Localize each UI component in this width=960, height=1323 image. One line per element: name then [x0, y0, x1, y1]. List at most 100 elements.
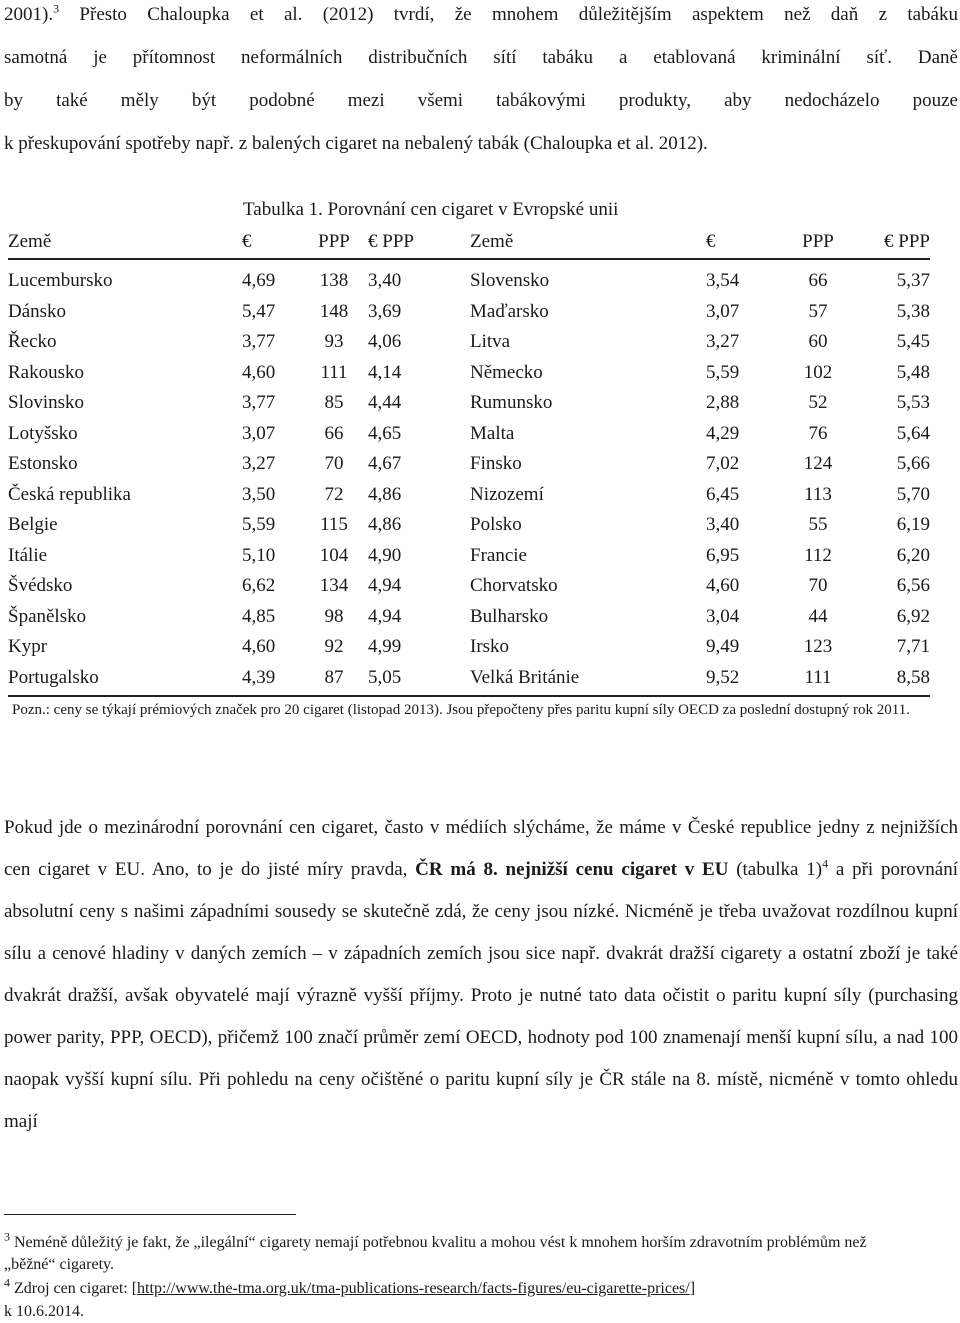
- cell-eur-ppp: 5,45: [896, 331, 930, 353]
- cell-eur: 3,54: [706, 270, 740, 292]
- cell-ppp: 113: [804, 483, 832, 505]
- cell-eur: 2,88: [706, 392, 740, 414]
- cell-ppp: 123: [803, 636, 833, 658]
- footnote-text: Neméně důležitý je fakt, že „ilegální“ c…: [4, 1234, 867, 1273]
- cell-eur: 9,52: [706, 662, 786, 697]
- cell-country: Rakousko: [8, 361, 84, 383]
- cell-ppp: 148: [319, 300, 349, 322]
- cell-eur: 7,02: [706, 453, 740, 475]
- footnote-divider: [4, 1214, 296, 1215]
- cell-eur: 3,07: [706, 300, 740, 322]
- cell-country: Velká Británie: [470, 662, 706, 697]
- cell-eur: 5,47: [242, 300, 276, 322]
- cell-eur-ppp: 7,71: [896, 636, 930, 658]
- cell-eur-ppp: 5,53: [896, 392, 930, 414]
- cell-country: Irsko: [470, 636, 510, 658]
- cell-eur-ppp: 4,94: [368, 605, 402, 627]
- cell-eur-ppp: 5,05: [368, 662, 470, 697]
- table-row: Španělsko 4,85 98 4,94 Bulharsko 3,04 44 6,92: [8, 602, 930, 633]
- cell-country: Portugalsko: [8, 662, 242, 697]
- cell-eur: 4,29: [706, 422, 740, 444]
- cell-country: Lucembursko: [8, 270, 113, 292]
- cell-eur-ppp: 4,14: [368, 361, 402, 383]
- cell-eur: 6,95: [706, 544, 740, 566]
- cell-country: Itálie: [8, 544, 48, 566]
- cell-ppp: 138: [319, 270, 349, 292]
- header-ppp: PPP: [786, 226, 850, 260]
- header-eur: €: [706, 226, 786, 260]
- table-row: Švédsko 6,62 134 4,94 Chorvatsko 4,60 70 6,56: [8, 571, 930, 602]
- cell-country: Švédsko: [8, 575, 73, 597]
- cell-eur: 3,50: [242, 483, 276, 505]
- cell-eur: 4,60: [242, 361, 276, 383]
- cell-country: Bulharsko: [470, 605, 549, 627]
- cell-eur-ppp: 5,48: [896, 361, 930, 383]
- table-header-row: Země € PPP € PPP Země € PPP € PPP: [8, 226, 930, 260]
- cell-country: Německo: [470, 361, 543, 383]
- cell-eur-ppp: 8,58: [850, 662, 930, 697]
- cell-country: Rumunsko: [470, 392, 553, 414]
- cell-eur: 3,27: [706, 331, 740, 353]
- footnote-ref-4[interactable]: 4: [822, 856, 829, 871]
- cell-eur: 5,10: [242, 544, 276, 566]
- cell-ppp: 76: [808, 422, 828, 444]
- cell-ppp: 57: [808, 300, 828, 322]
- cell-country: Řecko: [8, 331, 57, 353]
- cell-country: Malta: [470, 422, 515, 444]
- cell-country: Chorvatsko: [470, 575, 558, 597]
- intro-text: 2001).: [4, 4, 54, 25]
- body-text: a při porovnání absolutní ceny s našimi …: [4, 859, 959, 1132]
- cell-eur-ppp: 4,86: [368, 514, 402, 536]
- cell-eur: 5,59: [706, 361, 740, 383]
- cell-eur: 3,27: [242, 453, 276, 475]
- cell-eur: 5,59: [242, 514, 276, 536]
- cell-ppp: 85: [324, 392, 344, 414]
- cell-eur: 9,49: [706, 636, 740, 658]
- cell-ppp: 104: [319, 544, 349, 566]
- cell-eur-ppp: 4,86: [368, 483, 402, 505]
- cell-ppp: 112: [804, 544, 832, 566]
- table-row: Belgie 5,59 115 4,86 Polsko 3,40 55 6,19: [8, 510, 930, 541]
- intro-line-3: by také měly být podobné mezi všemi tabá…: [4, 90, 958, 111]
- cell-ppp: 44: [808, 605, 828, 627]
- intro-text: Přesto Chaloupka et al. (2012) tvrdí, že…: [59, 4, 958, 25]
- cell-eur: 3,07: [242, 422, 276, 444]
- table-caption: Tabulka 1. Porovnání cen cigaret v Evrop…: [243, 199, 619, 220]
- cell-country: Litva: [470, 331, 511, 353]
- cell-eur-ppp: 6,56: [896, 575, 930, 597]
- table-row: Kypr 4,60 92 4,99 Irsko 9,49 123 7,71: [8, 632, 930, 663]
- cell-country: Polsko: [470, 514, 522, 536]
- cell-country: Estonsko: [8, 453, 78, 475]
- table-row: Itálie 5,10 104 4,90 Francie 6,95 112 6,20: [8, 541, 930, 572]
- cell-ppp: 93: [324, 331, 344, 353]
- cigarette-price-table: Země € PPP € PPP Země € PPP € PPP Lucemb…: [8, 226, 930, 697]
- footnote-number: 4: [4, 1275, 10, 1290]
- cell-eur-ppp: 5,66: [896, 453, 930, 475]
- cell-eur-ppp: 5,70: [896, 483, 930, 505]
- cell-eur-ppp: 5,64: [896, 422, 930, 444]
- header-country: Země: [8, 226, 242, 260]
- source-link[interactable]: http://www.the-tma.org.uk/tma-publicatio…: [137, 1280, 690, 1297]
- cell-eur-ppp: 4,06: [368, 331, 402, 353]
- cell-eur-ppp: 4,67: [368, 453, 402, 475]
- header-eur-ppp: € PPP: [850, 226, 930, 260]
- cell-eur-ppp: 5,37: [896, 270, 930, 292]
- cell-eur-ppp: 4,94: [368, 575, 402, 597]
- cell-eur-ppp: 5,38: [896, 300, 930, 322]
- intro-line-2: samotná je přítomnost neformálních distr…: [4, 47, 958, 68]
- intro-line-1: 2001).3 Přesto Chaloupka et al. (2012) t…: [4, 1, 958, 26]
- cell-eur-ppp: 3,69: [368, 300, 402, 322]
- footnote-ref-3[interactable]: 3: [53, 1, 60, 16]
- cell-country: Kypr: [8, 636, 48, 658]
- table-row: Řecko 3,77 93 4,06 Litva 3,27 60 5,45: [8, 327, 930, 358]
- cell-ppp: 111: [320, 361, 348, 383]
- cell-ppp: 66: [808, 270, 828, 292]
- cell-ppp: 134: [319, 575, 349, 597]
- cell-ppp: 52: [808, 392, 828, 414]
- cell-ppp: 87: [300, 662, 368, 697]
- cell-eur: 3,04: [706, 605, 740, 627]
- cell-eur-ppp: 6,19: [896, 514, 930, 536]
- table-row: Dánsko 5,47 148 3,69 Maďarsko 3,07 57 5,38: [8, 297, 930, 328]
- body-text: (tabulka 1): [728, 859, 823, 880]
- cell-eur: 4,39: [242, 662, 300, 697]
